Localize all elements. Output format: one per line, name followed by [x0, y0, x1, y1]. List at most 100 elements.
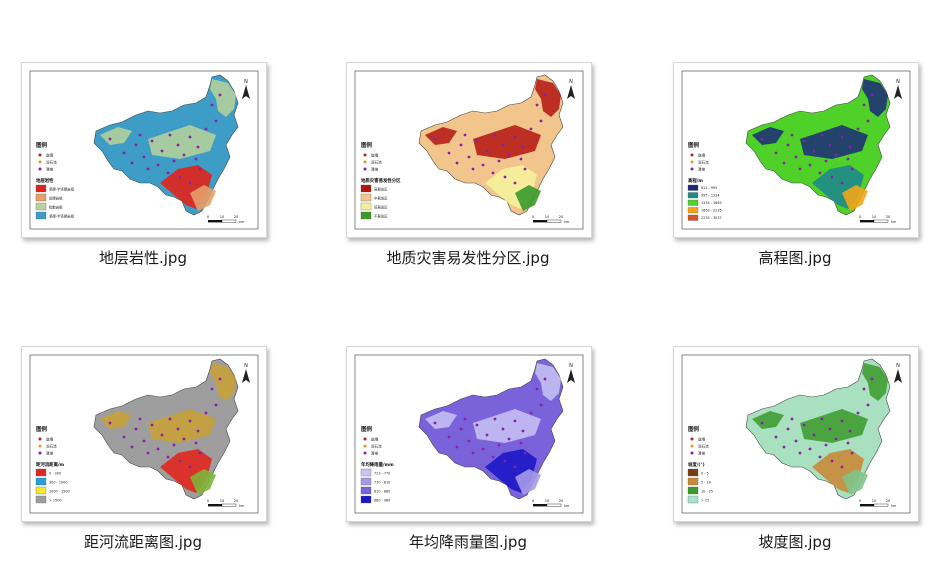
file-item-rainfall[interactable]: N 图例 崩塌 泥石流 滑坡 年均降雨量/mm 723 - 770 770 - 810 810 …	[346, 346, 592, 556]
legend-point-label: 崩塌	[371, 437, 379, 442]
legend-classes-title: 高程/m	[688, 177, 703, 184]
legend-point-label: 泥石流	[698, 160, 709, 165]
scale-unit: km	[891, 504, 897, 508]
hazard-point	[176, 427, 180, 431]
hazard-point	[786, 427, 790, 431]
hazard-point	[455, 445, 459, 449]
hazard-point	[543, 377, 547, 381]
legend-classes-title: 坡度/(°)	[688, 461, 705, 468]
hazard-point	[467, 155, 471, 159]
legend-point-label: 滑坡	[371, 167, 379, 172]
file-item-slope[interactable]: N 图例 崩塌 泥石流 滑坡 坡度/(°) 0 - 5 5 - 10 10 - 25 > 25 0 1…	[673, 346, 919, 556]
file-thumbnail[interactable]: N 图例 崩塌 泥石流 滑坡 高程/m 611 - 995 995 - 1334 1334 - …	[673, 62, 919, 238]
hazard-point	[840, 419, 844, 423]
hazard-point	[134, 143, 138, 147]
hazard-point	[802, 139, 806, 143]
hazard-point	[485, 149, 489, 153]
file-thumbnail[interactable]: N 图例 崩塌 泥石流 滑坡 年均降雨量/mm 723 - 770 770 - 810 810 …	[346, 346, 592, 522]
file-name[interactable]: 地质灾害易发性分区.jpg	[386, 249, 550, 267]
file-name[interactable]: 地层岩性.jpg	[99, 249, 187, 267]
hazard-point	[794, 439, 798, 443]
file-item-elevation[interactable]: N 图例 崩塌 泥石流 滑坡 高程/m 611 - 995 995 - 1334 1334 - …	[673, 62, 919, 272]
hazard-point	[840, 465, 844, 469]
hazard-point	[870, 93, 874, 97]
study-area	[745, 74, 891, 216]
scale-label: 0	[207, 499, 210, 503]
hazard-point	[198, 451, 202, 455]
hazard-point	[834, 437, 838, 441]
scale-label: 10	[545, 499, 550, 503]
hazard-point	[166, 171, 170, 175]
hazard-point	[138, 133, 142, 137]
hazard-point	[774, 435, 778, 439]
hazard-point	[870, 377, 874, 381]
scale-label: 0	[207, 215, 210, 219]
scale-unit: km	[891, 220, 897, 224]
legend-swatch	[687, 477, 699, 486]
hazard-point	[848, 429, 852, 433]
hazard-point	[808, 447, 812, 451]
legend-swatch	[35, 486, 47, 495]
legend-swatch	[360, 468, 372, 477]
legend-swatch	[35, 468, 47, 477]
legend-title: 图例	[688, 425, 700, 433]
hazard-point	[856, 127, 860, 131]
file-name[interactable]: 高程图.jpg	[758, 249, 832, 267]
scale-unit: km	[564, 504, 570, 508]
study-area	[745, 358, 891, 500]
north-label: N	[569, 79, 573, 85]
hazard-point	[539, 403, 543, 407]
hazard-point	[812, 149, 816, 153]
legend-swatch	[360, 477, 372, 486]
hazard-point	[481, 163, 485, 167]
hazard-point	[866, 119, 870, 123]
legend-swatch	[687, 468, 699, 477]
hazard-point	[539, 119, 543, 123]
legend-class-label: 低易发区	[374, 205, 388, 210]
legend-point-label: 崩塌	[371, 153, 379, 158]
file-thumbnail[interactable]: N 图例 崩塌 泥石流 滑坡 距河流距离/m 0 - 300 300 - 1000 1000 -…	[21, 346, 267, 522]
hazard-point	[122, 151, 126, 155]
legend-swatch	[360, 193, 372, 202]
hazard-point	[467, 439, 471, 443]
file-item-lithology[interactable]: N 图例 崩塌 泥石流 滑坡 地层岩性 坚硬-半坚硬岩组 软硬岩组 松散岩组 坚硬-半坚硬岩组 0 1…	[21, 62, 267, 272]
hazard-point	[150, 139, 154, 143]
file-name[interactable]: 距河流距离图.jpg	[84, 533, 202, 551]
hazard-point	[204, 127, 208, 131]
scale-label: 20	[559, 215, 564, 219]
legend-class-label: > 1500	[49, 499, 62, 503]
legend-class-label: 1000 - 1500	[49, 490, 70, 494]
file-item-hazard-zoning[interactable]: N 图例 崩塌 泥石流 滑坡 地质灾害易发性分区 高易发区 中易发区 低易发区 不易发区 0 10 20…	[346, 62, 592, 272]
hazard-point	[204, 411, 208, 415]
north-arrow-icon: N	[242, 363, 250, 383]
file-item-river-distance[interactable]: N 图例 崩塌 泥石流 滑坡 距河流距离/m 0 - 300 300 - 1000 1000 -…	[21, 346, 267, 556]
hazard-point	[866, 403, 870, 407]
hazard-point	[507, 153, 511, 157]
legend-class-label: 高易发区	[374, 187, 388, 192]
legend-class-label: 995 - 1334	[701, 194, 719, 198]
legend-point-label: 滑坡	[371, 451, 379, 456]
legend-swatch	[687, 184, 699, 191]
hazard-point	[475, 423, 479, 427]
file-thumbnail[interactable]: N 图例 崩塌 泥石流 滑坡 坡度/(°) 0 - 5 5 - 10 10 - 25 > 25 0 1…	[673, 346, 919, 522]
hazard-point	[519, 441, 523, 445]
scale-label: 20	[886, 499, 891, 503]
file-thumbnail[interactable]: N 图例 崩塌 泥石流 滑坡 地层岩性 坚硬-半坚硬岩组 软硬岩组 松散岩组 坚硬-半坚硬岩组 0 1…	[21, 62, 267, 238]
file-name[interactable]: 年均降雨量图.jpg	[409, 533, 527, 551]
hazard-point	[168, 133, 172, 137]
hazard-point	[846, 441, 850, 445]
legend-title: 图例	[688, 141, 700, 149]
file-thumbnail[interactable]: N 图例 崩塌 泥石流 滑坡 地质灾害易发性分区 高易发区 中易发区 低易发区 不易发区 0 10 20…	[346, 62, 592, 238]
hazard-point	[507, 437, 511, 441]
legend-point-label: 崩塌	[46, 437, 54, 442]
file-name[interactable]: 坡度图.jpg	[758, 533, 832, 551]
hazard-point	[122, 435, 126, 439]
hazard-point	[790, 417, 794, 421]
scale-label: 10	[220, 499, 225, 503]
legend-class-label: 2235 - 3037	[701, 216, 722, 220]
legend-classes-title: 地层岩性	[36, 177, 54, 184]
hazard-point	[471, 451, 475, 455]
legend-point-label: 泥石流	[46, 444, 57, 449]
legend-classes-title: 地质灾害易发性分区	[361, 177, 401, 184]
